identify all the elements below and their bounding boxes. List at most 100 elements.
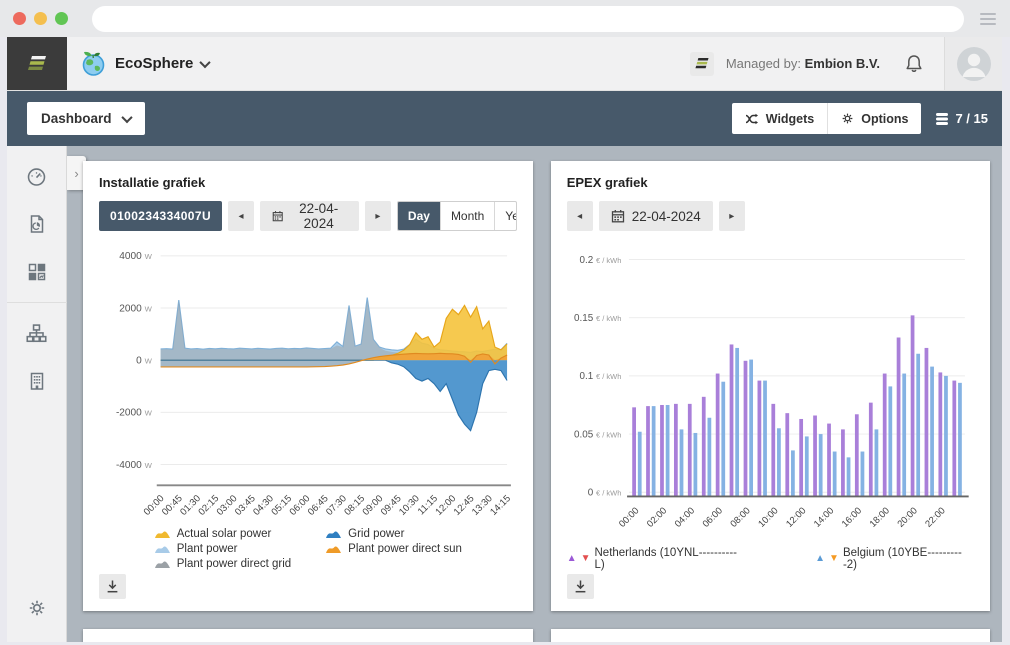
svg-text:2000W: 2000W (119, 303, 152, 314)
widget-panel-partial (83, 629, 533, 642)
installatie-title: Installatie grafiek (99, 175, 517, 190)
legend-label: Plant power direct sun (348, 543, 462, 555)
embion-logo-dark[interactable] (7, 37, 67, 90)
maximize-window-button[interactable] (55, 12, 68, 25)
svg-text:-2000W: -2000W (116, 408, 153, 419)
widgets-grid-icon (27, 262, 47, 282)
close-window-button[interactable] (13, 12, 26, 25)
serial-number-chip[interactable]: 0100234334007U (99, 201, 222, 231)
gear-icon (841, 112, 854, 125)
date-value: 22-04-2024 (290, 201, 346, 231)
options-button[interactable]: Options (828, 103, 921, 134)
managed-by-value: Embion B.V. (805, 56, 880, 71)
app-body: › Installatie grafiek 0100234334007U ◂ (7, 146, 1002, 642)
legend-item[interactable]: ▲▼Netherlands (10YNL----------L) (567, 547, 745, 571)
sidebar-item-dashboard[interactable] (7, 152, 67, 200)
triangle-up-icon: ▲ (567, 554, 577, 564)
date-picker-button[interactable]: 22-04-2024 (599, 201, 713, 231)
legend-item[interactable]: Plant power direct sun (325, 543, 462, 555)
svg-text:14:15: 14:15 (488, 493, 513, 518)
managed-by-label: Managed by: (726, 56, 801, 71)
legend-label: Plant power (177, 543, 238, 555)
browser-menu-icon[interactable] (980, 13, 996, 25)
stack-icon (935, 112, 949, 126)
sidebar-item-reports[interactable] (7, 200, 67, 248)
sidebar (7, 146, 67, 642)
widgets-button-label: Widgets (766, 112, 815, 126)
legend-label: Plant power direct grid (177, 558, 291, 570)
sidebar-item-sites[interactable] (7, 309, 67, 357)
dashboard-toolbar: Dashboard Widgets (7, 91, 1002, 146)
minimize-window-button[interactable] (34, 12, 47, 25)
area-series-icon (154, 543, 171, 554)
browser-chrome (0, 0, 1010, 37)
stripes-logo-icon (26, 55, 48, 72)
svg-text:08:00: 08:00 (728, 505, 752, 529)
legend-column: Grid power Plant power direct sun (325, 528, 462, 570)
svg-text:00:00: 00:00 (617, 505, 641, 529)
chevron-down-icon (200, 56, 211, 67)
report-icon (27, 214, 47, 234)
svg-text:06:00: 06:00 (700, 505, 724, 529)
widget-counter-value: 7 / 15 (955, 111, 988, 126)
notifications-button[interactable] (904, 53, 924, 74)
avatar (956, 46, 992, 82)
toolbar-buttons: Widgets Options (732, 103, 922, 134)
installatie-controls: 0100234334007U ◂ 22-04-2024 ▸ (99, 201, 517, 231)
toolbar-right: Widgets Options 7 / 15 (732, 103, 988, 134)
legend-item[interactable]: ▲▼Belgium (10YBE----------2) (815, 547, 974, 571)
epex-bar-chart[interactable]: 0.2€ / kWh 0.15€ / kWh 0.1€ / kWh 0.05€ / k… (567, 237, 974, 535)
epex-title: EPEX grafiek (567, 175, 974, 190)
brand-dropdown[interactable]: EcoSphere (80, 50, 209, 77)
sidebar-item-organisation[interactable] (7, 357, 67, 405)
legend-label: Belgium (10YBE----------2) (843, 547, 974, 571)
sidebar-item-widgets[interactable] (7, 248, 67, 296)
triangle-up-icon: ▲ (815, 554, 825, 564)
date-picker-button[interactable]: 22-04-2024 (260, 201, 359, 231)
prev-date-button[interactable]: ◂ (567, 201, 593, 231)
window-controls (0, 12, 68, 25)
dashboard-content: › Installatie grafiek 0100234334007U ◂ (67, 146, 1002, 642)
svg-text:02:00: 02:00 (645, 505, 669, 529)
range-tabs: Day Month Year (397, 201, 517, 231)
svg-text:0.15€ / kWh: 0.15€ / kWh (574, 313, 621, 324)
calendar-icon (272, 209, 283, 223)
url-bar[interactable] (92, 6, 964, 32)
legend-item[interactable]: Plant power (154, 543, 291, 555)
svg-text:04:00: 04:00 (672, 505, 696, 529)
svg-text:16:00: 16:00 (839, 505, 863, 529)
sitemap-icon (26, 323, 47, 344)
ecosphere-globe-icon (80, 50, 107, 77)
legend-item[interactable]: Grid power (325, 528, 462, 540)
next-date-button[interactable]: ▸ (365, 201, 391, 231)
dashboard-dropdown[interactable]: Dashboard (27, 102, 145, 135)
options-button-label: Options (861, 112, 908, 126)
svg-text:0.05€ / kWh: 0.05€ / kWh (574, 429, 621, 440)
svg-text:0.2€ / kWh: 0.2€ / kWh (579, 255, 621, 266)
widget-counter: 7 / 15 (935, 111, 988, 126)
download-button[interactable] (567, 574, 594, 599)
tab-year[interactable]: Year (495, 202, 516, 230)
calendar-icon (611, 209, 625, 223)
sidebar-item-settings[interactable] (7, 584, 67, 632)
svg-text:10:00: 10:00 (756, 505, 780, 529)
managed-by-text: Managed by: Embion B.V. (726, 56, 880, 71)
tab-month[interactable]: Month (441, 202, 495, 230)
download-button[interactable] (99, 574, 126, 599)
epex-panel: EPEX grafiek ◂ 22-04-2024 ▸ (551, 161, 990, 611)
svg-text:0W: 0W (136, 356, 153, 367)
next-date-button[interactable]: ▸ (719, 201, 745, 231)
tab-day[interactable]: Day (398, 202, 441, 230)
legend-item[interactable]: Actual solar power (154, 528, 291, 540)
prev-date-button[interactable]: ◂ (228, 201, 254, 231)
user-menu[interactable] (944, 37, 1002, 90)
legend-column: Actual solar power Plant power Plant power… (154, 528, 291, 570)
legend-item[interactable]: Plant power direct grid (154, 558, 291, 570)
svg-text:0.1€ / kWh: 0.1€ / kWh (579, 371, 621, 382)
download-icon (106, 580, 119, 593)
svg-text:-4000W: -4000W (116, 460, 153, 471)
svg-text:18:00: 18:00 (867, 505, 891, 529)
legend-label: Netherlands (10YNL----------L) (595, 547, 746, 571)
widgets-button[interactable]: Widgets (732, 103, 829, 134)
installatie-area-chart[interactable]: 4000W2000W0W-2000W-4000W00:0000:4501:300… (99, 237, 517, 526)
